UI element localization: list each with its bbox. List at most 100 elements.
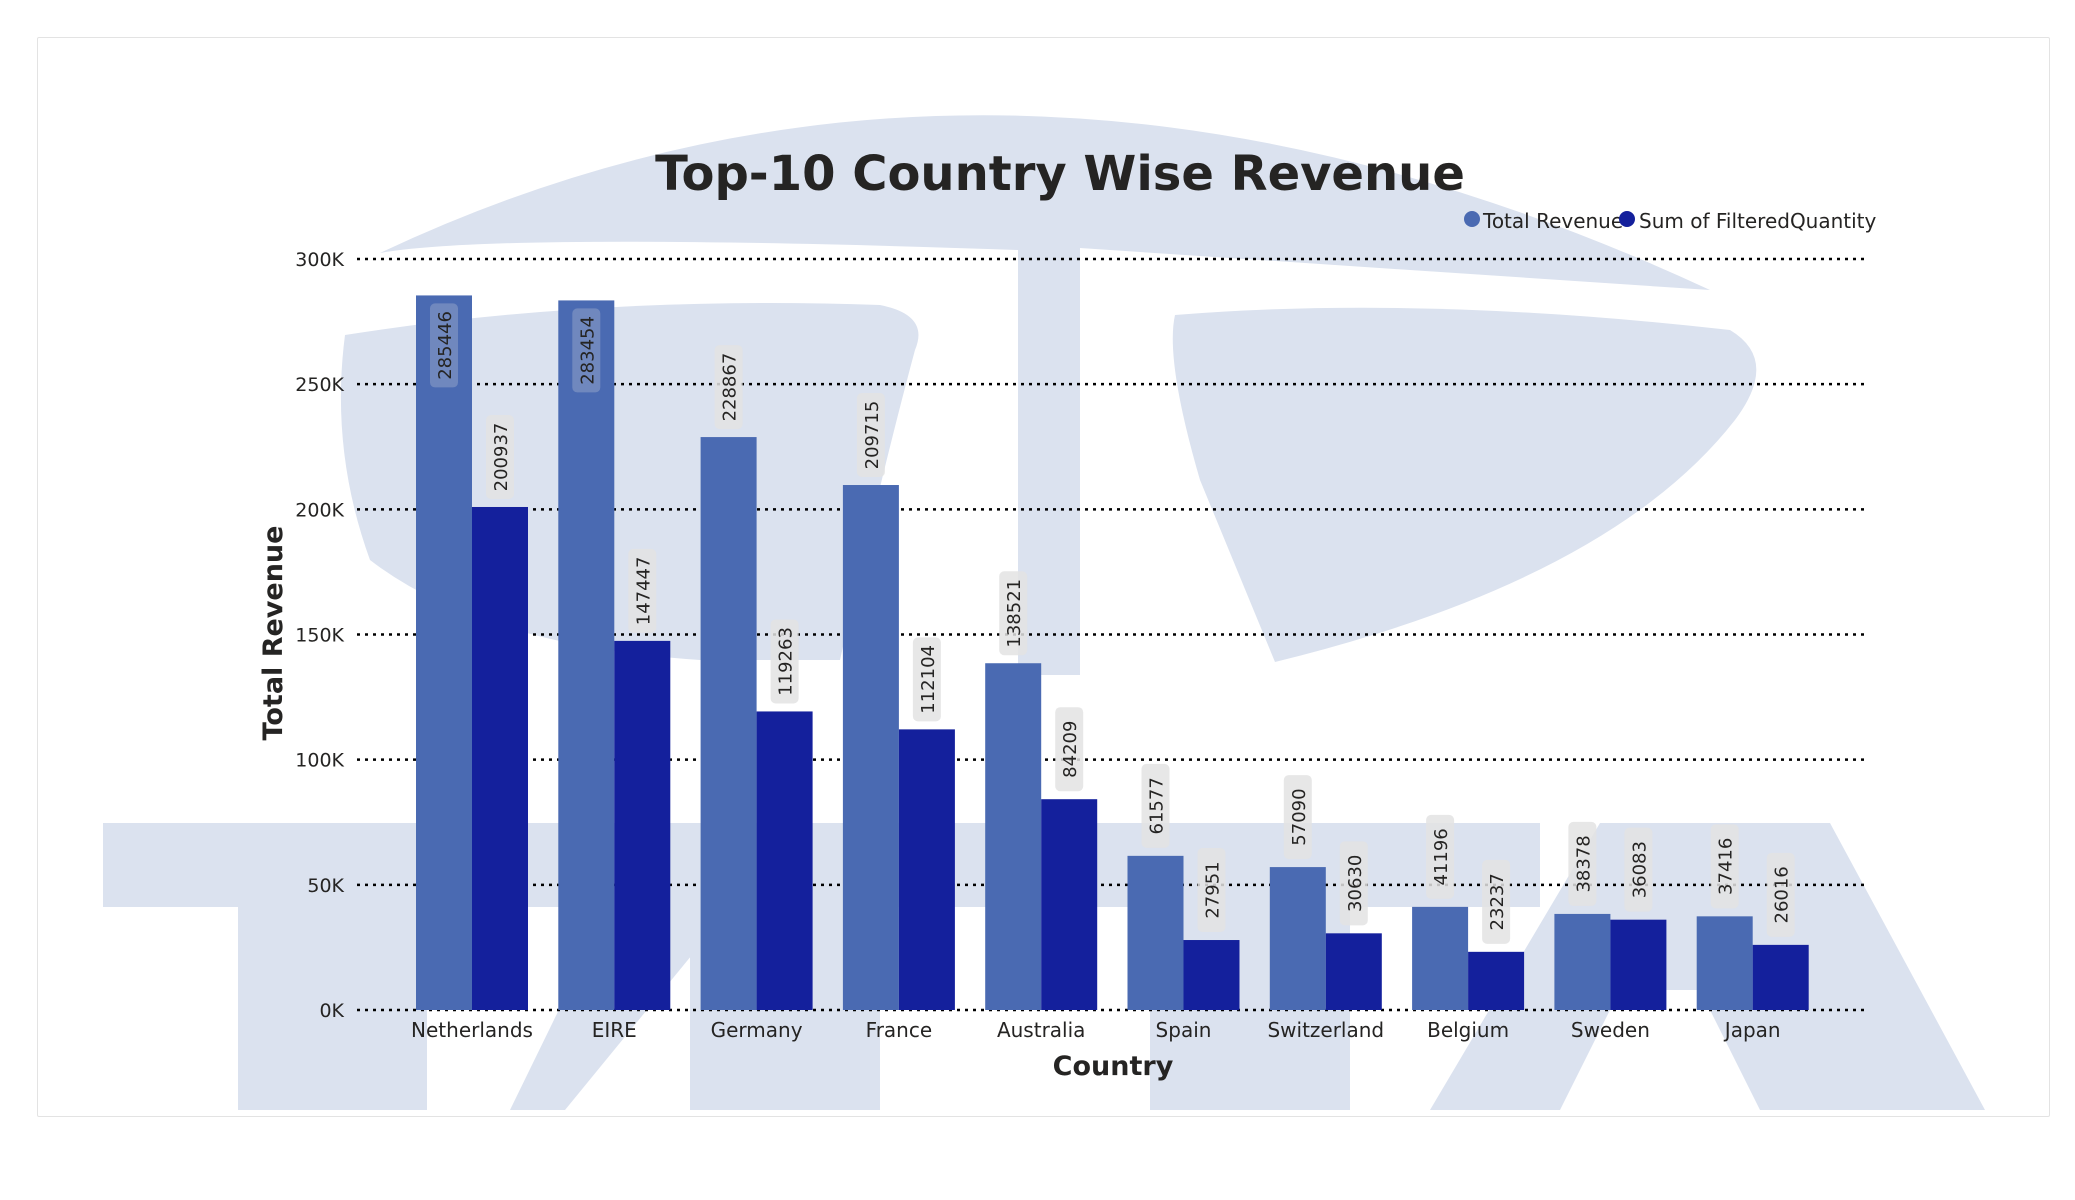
bar-sum-of-filteredquantity-switzerland [1325,933,1382,1010]
x-tick-australia: Australia [997,1018,1085,1042]
chart-title: Top-10 Country Wise Revenue [655,146,1465,202]
data-label-text: 84209 [1060,721,1081,778]
data-label-text: 57090 [1289,788,1310,845]
data-label-background [1568,821,1597,906]
data-label-text: 38378 [1573,835,1594,892]
data-label-sum-of-filteredquantity-japan: 26016 [1766,852,1795,937]
x-tick-belgium: Belgium [1427,1018,1509,1042]
data-label-text: 36083 [1629,841,1650,898]
bar-total-revenue-eire [558,300,615,1010]
data-label-background [430,303,458,388]
data-label-background [770,619,799,704]
data-label-sum-of-filteredquantity-netherlands: 200937 [486,414,514,499]
data-label-background [1710,824,1739,909]
bar-sum-of-filteredquantity-japan [1752,944,1809,1010]
data-label-text: 285446 [435,311,456,380]
data-label-background [572,308,601,393]
data-label-text: 37416 [1716,838,1737,895]
data-label-text: 283454 [577,316,598,385]
data-label-background [1339,841,1368,926]
data-label-sum-of-filteredquantity-sweden: 36083 [1624,827,1653,912]
bar-sum-of-filteredquantity-netherlands [472,506,528,1010]
data-label-text: 30630 [1345,855,1366,912]
data-label-text: 147447 [633,557,654,626]
watermark-arc [380,115,1710,676]
x-axis-ticks: Netherlands EIRE Germany France Australia Spa… [411,1018,1781,1042]
data-label-text: 228867 [720,353,741,422]
legend-marker-total-revenue [1464,211,1480,227]
data-label-background [856,393,885,478]
bar-sum-of-filteredquantity-belgium [1468,951,1525,1010]
data-label-sum-of-filteredquantity-eire: 147447 [628,548,657,633]
data-label-background [1141,763,1170,848]
y-tick-label: 300K [295,249,344,271]
bar-total-revenue-sweden [1554,913,1611,1010]
data-label-total-revenue-france: 209715 [856,393,885,478]
data-label-sum-of-filteredquantity-spain: 27951 [1197,848,1226,933]
bar-total-revenue-france [842,485,899,1011]
x-tick-japan: Japan [1723,1018,1781,1042]
watermark-right-bowl [1172,307,1757,662]
legend: Total Revenue Sum of FilteredQuantity [1464,209,1877,233]
bar-total-revenue-switzerland [1269,867,1326,1010]
data-label-text: 27951 [1203,861,1224,918]
x-axis-title: Country [1053,1051,1174,1082]
data-label-sum-of-filteredquantity-australia: 84209 [1055,707,1084,792]
x-tick-netherlands: Netherlands [411,1018,533,1042]
x-tick-spain: Spain [1156,1018,1212,1042]
legend-label-total-revenue: Total Revenue [1482,209,1623,233]
data-label-background [999,571,1028,656]
chart-frame [37,37,2050,1117]
data-label-text: 138521 [1004,579,1025,648]
y-tick-label: 250K [295,374,344,396]
y-tick-label: 200K [295,499,344,521]
data-label-background [1055,707,1084,792]
data-label-background [628,548,657,633]
data-label-total-revenue-spain: 61577 [1141,763,1170,848]
y-tick-label: 50K [307,875,344,897]
data-label-text: 26016 [1772,866,1793,923]
data-label-total-revenue-sweden: 38378 [1568,821,1597,906]
y-axis-ticks: 0K 50K 100K 150K 200K 250K 300K [295,249,344,1022]
bar-sum-of-filteredquantity-france [898,729,955,1010]
x-tick-sweden: Sweden [1571,1018,1650,1042]
x-tick-eire: EIRE [592,1018,637,1042]
bar-sum-of-filteredquantity-spain [1183,940,1240,1010]
x-tick-france: France [866,1018,933,1042]
data-label-sum-of-filteredquantity-belgium: 23237 [1482,859,1511,944]
x-tick-switzerland: Switzerland [1267,1018,1384,1042]
data-label-total-revenue-eire: 283454 [572,308,601,393]
data-label-text: 200937 [491,423,512,492]
bar-sum-of-filteredquantity-australia [1041,799,1098,1010]
data-label-background [912,637,941,722]
y-axis-title: Total Revenue [258,526,289,741]
data-label-total-revenue-germany: 228867 [714,345,743,430]
data-label-total-revenue-belgium: 41196 [1426,814,1455,899]
bars [416,295,1809,1011]
data-label-background [1766,852,1795,937]
bar-total-revenue-australia [985,663,1042,1010]
data-label-background [1197,848,1226,933]
y-tick-label: 150K [295,625,344,647]
data-label-sum-of-filteredquantity-switzerland: 30630 [1339,841,1368,926]
y-tick-label: 100K [295,750,344,772]
bar-total-revenue-netherlands [416,295,472,1011]
data-label-text: 23237 [1487,873,1508,930]
data-label-text: 41196 [1431,828,1452,885]
data-label-background [1482,859,1511,944]
data-label-background [714,345,743,430]
x-tick-germany: Germany [711,1018,803,1042]
bar-sum-of-filteredquantity-eire [614,640,671,1010]
data-label-text: 119263 [776,627,797,696]
gridlines [357,257,1865,1012]
data-label-total-revenue-switzerland: 57090 [1283,775,1312,860]
data-label-background [1283,775,1312,860]
data-label-sum-of-filteredquantity-germany: 119263 [770,619,799,704]
bar-sum-of-filteredquantity-sweden [1610,919,1667,1010]
data-label-background [1624,827,1653,912]
data-label-background [1426,814,1455,899]
y-tick-label: 0K [319,1000,344,1022]
data-label-total-revenue-australia: 138521 [999,571,1028,656]
bar-total-revenue-germany [700,437,757,1011]
